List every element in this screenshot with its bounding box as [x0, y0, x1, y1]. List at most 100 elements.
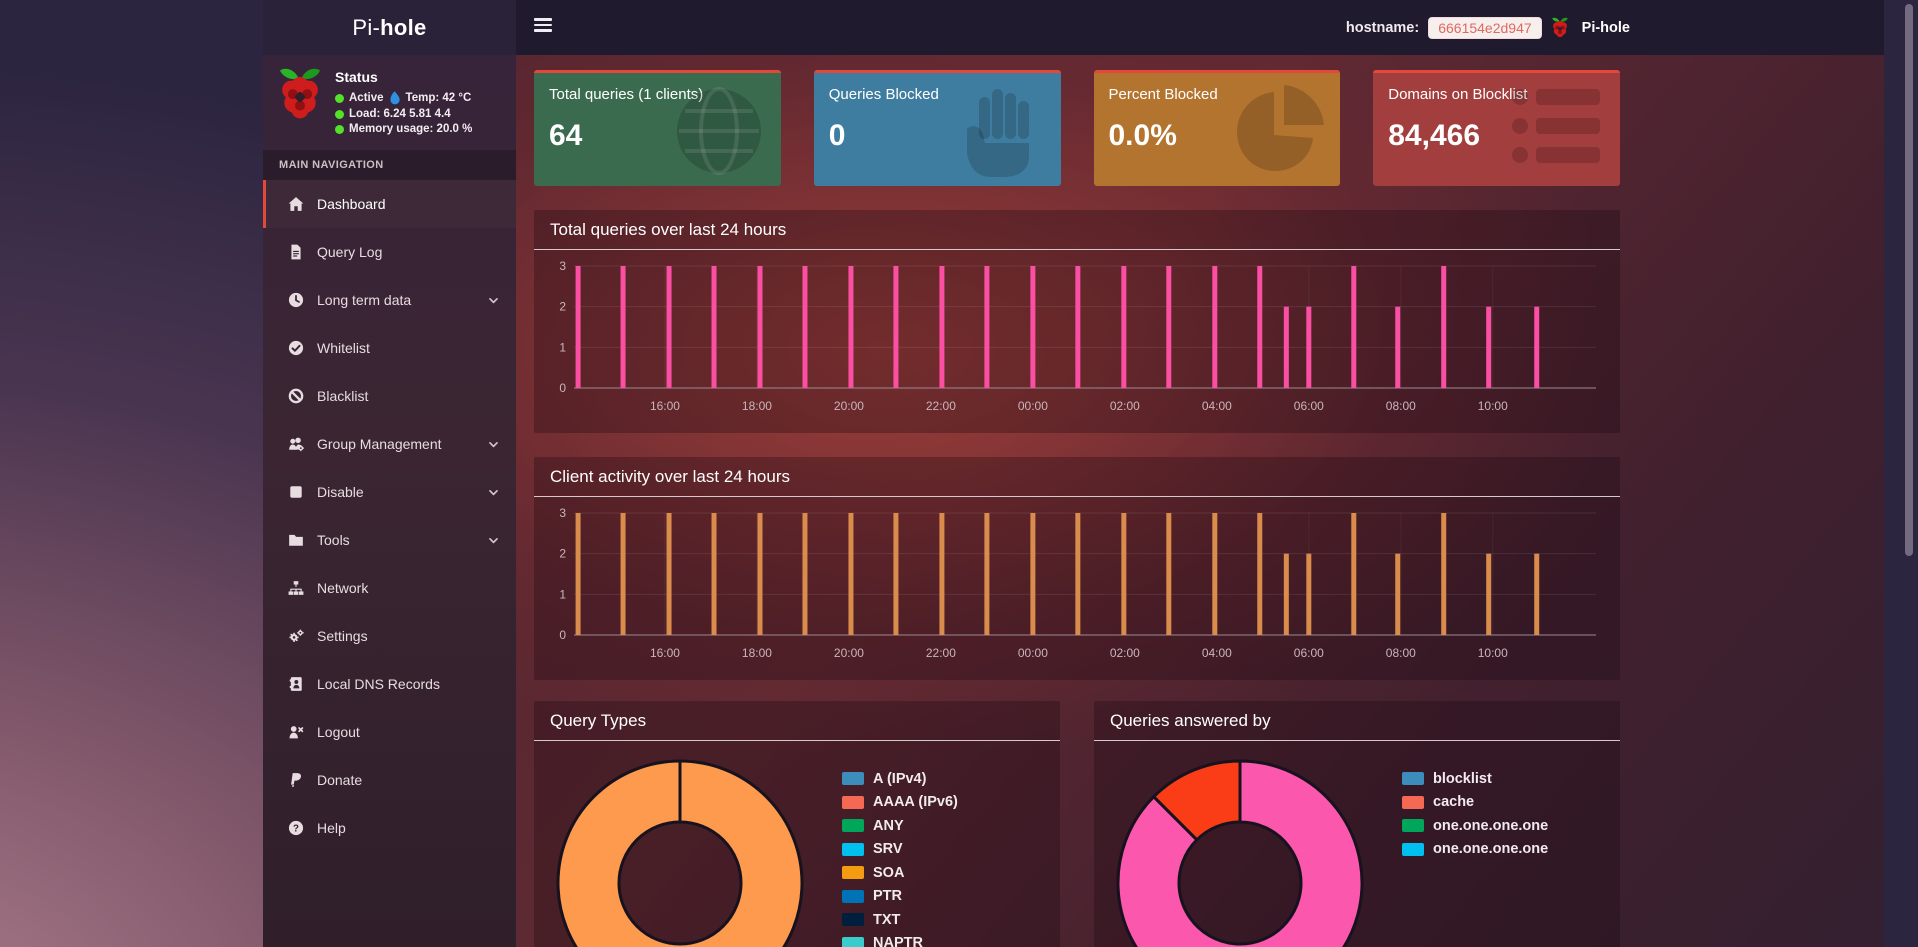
legend-item[interactable]: AAAA (IPv6): [842, 791, 958, 815]
chevron-down-icon: [489, 537, 498, 543]
status-text: Active: [349, 92, 384, 104]
legend-swatch: [842, 936, 864, 947]
sidebar-item-label: Disable: [317, 484, 364, 500]
sidebar-item-disable[interactable]: Disable: [263, 468, 516, 516]
status-title: Status: [335, 69, 378, 85]
sidebar-item-whitelist[interactable]: Whitelist: [263, 324, 516, 372]
brand-prefix: Pi-: [352, 14, 381, 40]
globe-icon: [676, 87, 761, 175]
file-icon: [291, 244, 301, 260]
hamburger-menu-icon[interactable]: [534, 18, 554, 34]
legend-item[interactable]: one.one.one.one: [1402, 814, 1548, 838]
paypal-icon: [291, 773, 301, 787]
bar: [620, 266, 626, 388]
sidebar-item-donate[interactable]: Donate: [263, 756, 516, 804]
sidebar-item-label: Help: [317, 820, 346, 836]
sidebar-item-dashboard[interactable]: Dashboard: [263, 180, 516, 228]
bar: [1166, 266, 1172, 388]
bar: [1075, 513, 1081, 635]
hostname-badge[interactable]: 666154e2d947: [1428, 16, 1542, 39]
y-axis-tick: 2: [559, 300, 566, 314]
scrollbar-thumb[interactable]: [1905, 4, 1913, 556]
sidebar-item-label: Query Log: [317, 244, 383, 260]
legend-item[interactable]: A (IPv4): [842, 767, 958, 791]
chart-title: Total queries over last 24 hours: [534, 210, 1620, 250]
status-dot-icon: [335, 93, 344, 103]
legend-label: blocklist: [1433, 770, 1492, 787]
legend-item[interactable]: cache: [1402, 791, 1548, 815]
x-axis-tick: 02:00: [1110, 399, 1140, 413]
status-text: Load: 6.24 5.81 4.4: [349, 108, 451, 120]
legend-item[interactable]: one.one.one.one: [1402, 838, 1548, 862]
sidebar-item-long-term-data[interactable]: Long term data: [263, 276, 516, 324]
legend-item[interactable]: NAPTR: [842, 932, 958, 947]
queries-answered-by-donut-chart[interactable]: [1112, 755, 1368, 947]
bar: [1283, 553, 1289, 635]
stat-card-value: 64: [549, 119, 583, 152]
legend-swatch: [1402, 772, 1424, 786]
stat-card-title: Domains on Blocklist: [1388, 86, 1528, 103]
legend-item[interactable]: SRV: [842, 838, 958, 862]
question-circle-icon: ?: [288, 820, 304, 836]
legend-item[interactable]: blocklist: [1402, 767, 1548, 791]
bar: [1075, 266, 1081, 388]
total-queries-bar-chart[interactable]: 0 1 2 3 16:00 18:00 20:00 22:00 00:00 02:00 04:00 0…: [544, 256, 1606, 424]
sidebar-item-help[interactable]: ? Help: [263, 804, 516, 852]
sidebar-item-network[interactable]: Network: [263, 564, 516, 612]
bar: [1030, 513, 1036, 635]
stat-card-percent-blocked: Percent Blocked 0.0%: [1093, 70, 1341, 186]
sidebar-item-local-dns-records[interactable]: Local DNS Records: [263, 660, 516, 708]
x-axis-tick: 20:00: [834, 399, 864, 413]
query-types-donut-chart[interactable]: [552, 755, 808, 947]
pihole-app: Pi-hole hostname: 666154e2d947 Pi-hole: [263, 0, 1884, 947]
sidebar-item-label: Settings: [317, 628, 368, 644]
chevron-down-icon: [487, 486, 500, 499]
raspberry-icon: [1551, 17, 1569, 38]
sidebar-item-group-management[interactable]: Group Management: [263, 420, 516, 468]
chevron-down-icon: [487, 534, 500, 547]
stat-card-title: Queries Blocked: [828, 86, 939, 103]
stat-card-title: Total queries (1 clients): [549, 86, 704, 103]
brand-logo[interactable]: Pi-hole: [263, 0, 516, 55]
legend-item[interactable]: PTR: [842, 885, 958, 909]
sidebar-item-logout[interactable]: Logout: [263, 708, 516, 756]
legend-item[interactable]: TXT: [842, 908, 958, 932]
navbar-brand-text[interactable]: Pi-hole: [1581, 19, 1630, 36]
main-navigation-label: MAIN NAVIGATION: [263, 150, 516, 180]
bar: [893, 513, 899, 635]
sidebar-item-label: Network: [317, 580, 369, 596]
raspberry-icon: [280, 68, 320, 119]
check-circle-icon: [288, 340, 304, 356]
sidebar-item-settings[interactable]: Settings: [263, 612, 516, 660]
bar: [1351, 513, 1357, 635]
y-axis-tick: 1: [559, 587, 566, 601]
bar: [1257, 266, 1263, 388]
bar: [1441, 266, 1447, 388]
donut-slice: [1152, 759, 1242, 842]
legend-item[interactable]: ANY: [842, 814, 958, 838]
sidebar-item-tools[interactable]: Tools: [263, 516, 516, 564]
legend-label: cache: [1433, 794, 1475, 811]
status-dot-icon: [335, 109, 344, 119]
client-activity-bar-chart[interactable]: 0 1 2 3 16:00 18:00 20:00 22:00 00:00 02:00 04:00 0…: [544, 503, 1606, 671]
x-axis-tick: 00:00: [1018, 399, 1048, 413]
sidebar-item-blacklist[interactable]: Blacklist: [263, 372, 516, 420]
sidebar-item-query-log[interactable]: Query Log: [263, 228, 516, 276]
chevron-down-icon: [489, 297, 498, 303]
bar: [757, 266, 763, 388]
legend-label: SOA: [873, 864, 905, 881]
x-axis-tick: 08:00: [1386, 399, 1416, 413]
sidebar-item-label: Tools: [317, 532, 350, 548]
bar: [1283, 306, 1289, 388]
legend-item[interactable]: SOA: [842, 861, 958, 885]
bar: [984, 266, 990, 388]
x-axis-tick: 06:00: [1294, 399, 1324, 413]
query-types-card: Query Types A (IPv4) AAAA (IPv6) ANY SRV SOA…: [534, 701, 1060, 947]
status-panel: Status Active Temp: 42 °C Load: 6.24 5.81 …: [263, 55, 516, 150]
stat-card-title: Percent Blocked: [1108, 86, 1218, 103]
chart-title: Queries answered by: [1094, 701, 1620, 741]
status-text: Memory usage: 20.0 %: [349, 123, 473, 135]
stat-card-domains-on-blocklist: Domains on Blocklist 84,466: [1373, 70, 1620, 186]
y-axis-tick: 3: [559, 259, 566, 273]
bar: [939, 266, 945, 388]
